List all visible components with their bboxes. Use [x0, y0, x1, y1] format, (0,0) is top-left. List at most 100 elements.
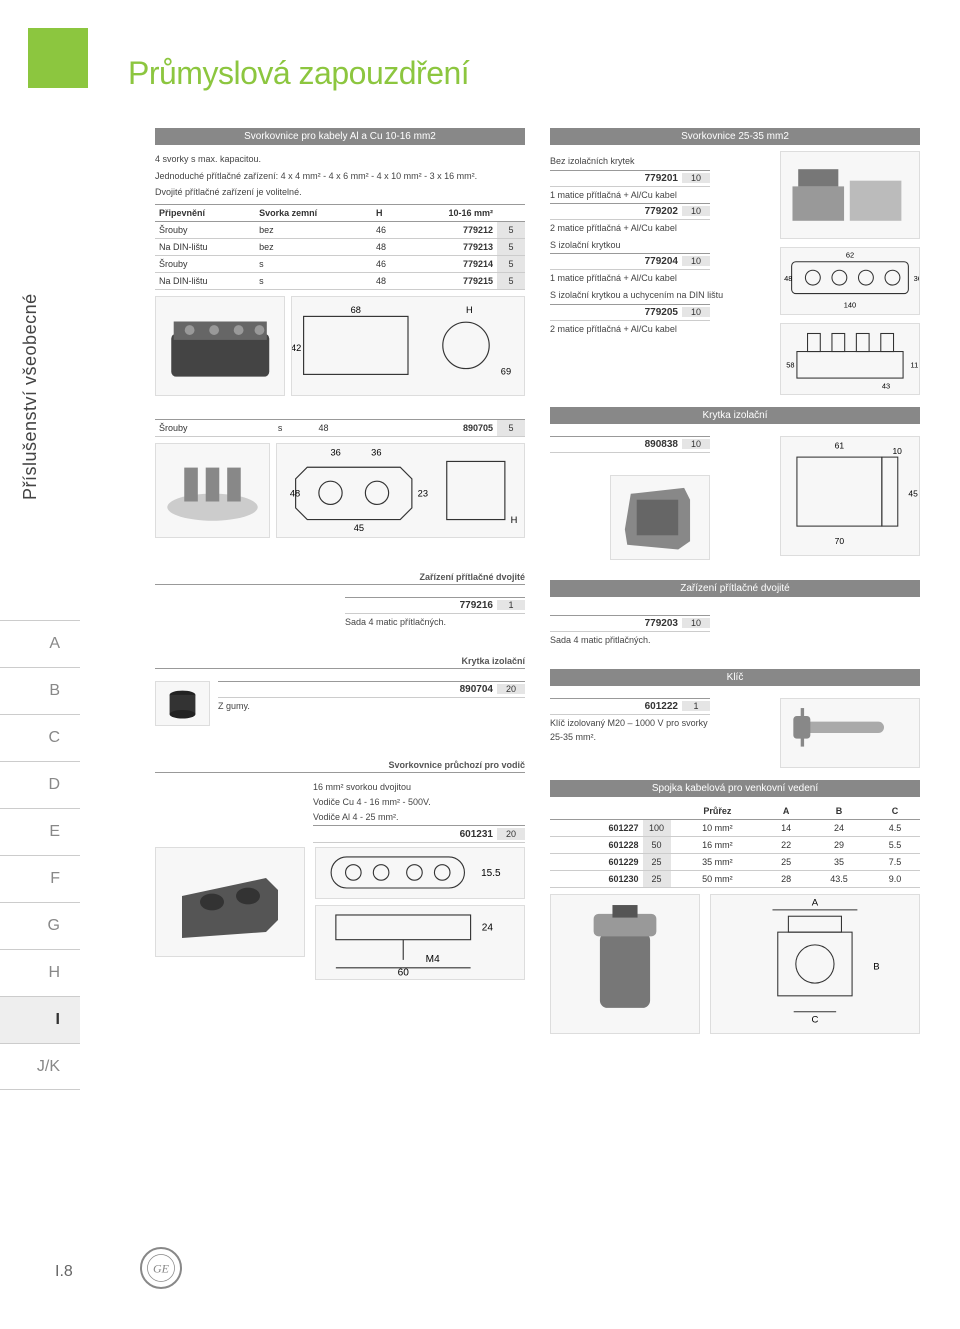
svg-text:15.5: 15.5 — [481, 868, 501, 879]
index-tab-e[interactable]: E — [0, 808, 80, 855]
qty-cell: 1 — [497, 600, 525, 610]
content-area: Svorkovnice pro kabely Al a Cu 10-16 mm2… — [155, 128, 935, 1034]
note-text: 16 mm² svorkou dvojitou — [313, 781, 525, 794]
index-tab-c[interactable]: C — [0, 714, 80, 761]
item-sublabel: 2 matice přítlačná + Al/Cu kabel — [550, 323, 770, 336]
note-text: Jednoduché přítlačné zařízení: 4 x 4 mm²… — [155, 170, 525, 183]
technical-drawing: 24 M4 60 — [315, 905, 525, 980]
section-header: Krytka izolační — [155, 654, 525, 669]
section-header: Svorkovnice 25-35 mm2 — [550, 128, 920, 145]
section-header: Svorkovnice průchozí pro vodič — [155, 758, 525, 773]
svg-text:62: 62 — [846, 251, 854, 260]
note-text: 25-35 mm². — [550, 731, 770, 744]
product-photo — [780, 151, 920, 239]
note-text: Dvojité přítlačné zařízení je volitelné. — [155, 186, 525, 199]
terminal-table-extra: Šroubys488907055 — [155, 420, 525, 437]
product-code: 890704 — [218, 684, 493, 695]
svg-text:69: 69 — [501, 367, 511, 377]
product-row: 890704 20 — [218, 681, 525, 698]
note-text: 4 svorky s max. kapacitou. — [155, 153, 525, 166]
qty-cell: 10 — [682, 206, 710, 216]
svg-text:M4: M4 — [426, 954, 440, 965]
item-label: S izolační krytkou a uchycením na DIN li… — [550, 289, 770, 302]
qty-cell: 10 — [682, 307, 710, 317]
product-code: 779203 — [550, 618, 678, 629]
product-row: 77920210 — [550, 203, 710, 220]
svg-text:23: 23 — [418, 488, 428, 498]
product-photo — [155, 681, 210, 726]
qty-cell: 10 — [682, 439, 710, 449]
svg-text:42: 42 — [292, 344, 301, 354]
index-tab-i[interactable]: I — [0, 996, 80, 1043]
item-sublabel: 1 matice přítlačná + Al/Cu kabel — [550, 272, 770, 285]
technical-drawing: 624836140 — [780, 247, 920, 315]
note-text: Vodiče Cu 4 - 16 mm² - 500V. — [313, 796, 525, 809]
technical-drawing: 61 10 45 70 — [780, 436, 920, 556]
page-title: Průmyslová zapouzdření — [128, 55, 469, 92]
left-column: Svorkovnice pro kabely Al a Cu 10-16 mm2… — [155, 128, 525, 1034]
technical-drawing: 6842H69 — [291, 296, 525, 396]
svg-text:24: 24 — [482, 923, 494, 934]
qty-cell: 10 — [682, 256, 710, 266]
table-row: 6012292535 mm²25357.5 — [550, 853, 920, 870]
product-code: 601231 — [460, 829, 493, 840]
item-label: S izolační krytkou — [550, 239, 770, 252]
qty-cell: 10 — [682, 173, 710, 183]
table-row: Na DIN-lištus487792155 — [155, 272, 525, 289]
section-header: Zařízení přítlačné dvojité — [550, 580, 920, 597]
svg-text:60: 60 — [398, 968, 410, 979]
svg-text:11: 11 — [911, 360, 919, 369]
index-tab-d[interactable]: D — [0, 761, 80, 808]
accent-square — [28, 28, 88, 88]
product-photo — [155, 847, 305, 957]
svg-text:A: A — [812, 897, 819, 908]
qty-cell: 1 — [682, 701, 710, 711]
index-column: ABCDEFGHIJ/K — [0, 620, 80, 1090]
product-photo — [155, 443, 270, 538]
page-number: I.8 — [55, 1263, 73, 1281]
section-header: Svorkovnice pro kabely Al a Cu 10-16 mm2 — [155, 128, 525, 145]
item-label: Bez izolačních krytek — [550, 155, 770, 168]
product-code: 601222 — [550, 701, 678, 712]
product-row: 77920410 — [550, 253, 710, 270]
svg-text:58: 58 — [786, 360, 794, 369]
table-row: 6012302550 mm²2843.59.0 — [550, 870, 920, 887]
svg-text:36: 36 — [371, 447, 381, 457]
svg-text:10: 10 — [892, 446, 902, 456]
svg-text:70: 70 — [835, 536, 845, 546]
product-photo — [780, 698, 920, 768]
note-text: Klíč izolovaný M20 – 1000 V pro svorky — [550, 717, 770, 730]
index-tab-g[interactable]: G — [0, 902, 80, 949]
svg-text:GE: GE — [153, 1262, 170, 1276]
index-tab-f[interactable]: F — [0, 855, 80, 902]
svg-text:36: 36 — [914, 274, 919, 283]
section-header: Spojka kabelová pro venkovní vedení — [550, 780, 920, 797]
svg-text:B: B — [873, 961, 879, 972]
side-tab-label: Příslušenství všeobecné — [20, 293, 41, 500]
svg-text:68: 68 — [351, 305, 361, 315]
qty-cell: 10 — [682, 618, 710, 628]
product-row: 601231 20 — [313, 825, 525, 843]
index-tab-b[interactable]: B — [0, 667, 80, 714]
table-row: Šroubys467792145 — [155, 255, 525, 272]
qty-cell: 20 — [497, 828, 525, 840]
product-photo — [155, 296, 285, 396]
section-header: Krytka izolační — [550, 407, 920, 424]
catalog-page: Průmyslová zapouzdření Příslušenství vše… — [0, 0, 960, 1329]
qty-cell: 20 — [497, 684, 525, 694]
svg-text:45: 45 — [908, 488, 918, 498]
technical-drawing: 15.5 — [315, 847, 525, 899]
svg-text:45: 45 — [354, 523, 364, 533]
technical-drawing: ABC — [710, 894, 920, 1034]
technical-drawing: 3636482345H — [276, 443, 525, 538]
section-header: Zařízení přítlačné dvojité — [155, 570, 525, 585]
index-tab-a[interactable]: A — [0, 620, 80, 667]
svg-text:61: 61 — [835, 440, 845, 450]
ge-logo: GE — [140, 1247, 182, 1289]
product-code: 779216 — [345, 600, 493, 611]
svg-text:43: 43 — [882, 381, 890, 390]
svg-text:48: 48 — [784, 274, 792, 283]
index-tab-j/k[interactable]: J/K — [0, 1043, 80, 1090]
index-tab-h[interactable]: H — [0, 949, 80, 996]
product-code: 779205 — [550, 307, 678, 318]
